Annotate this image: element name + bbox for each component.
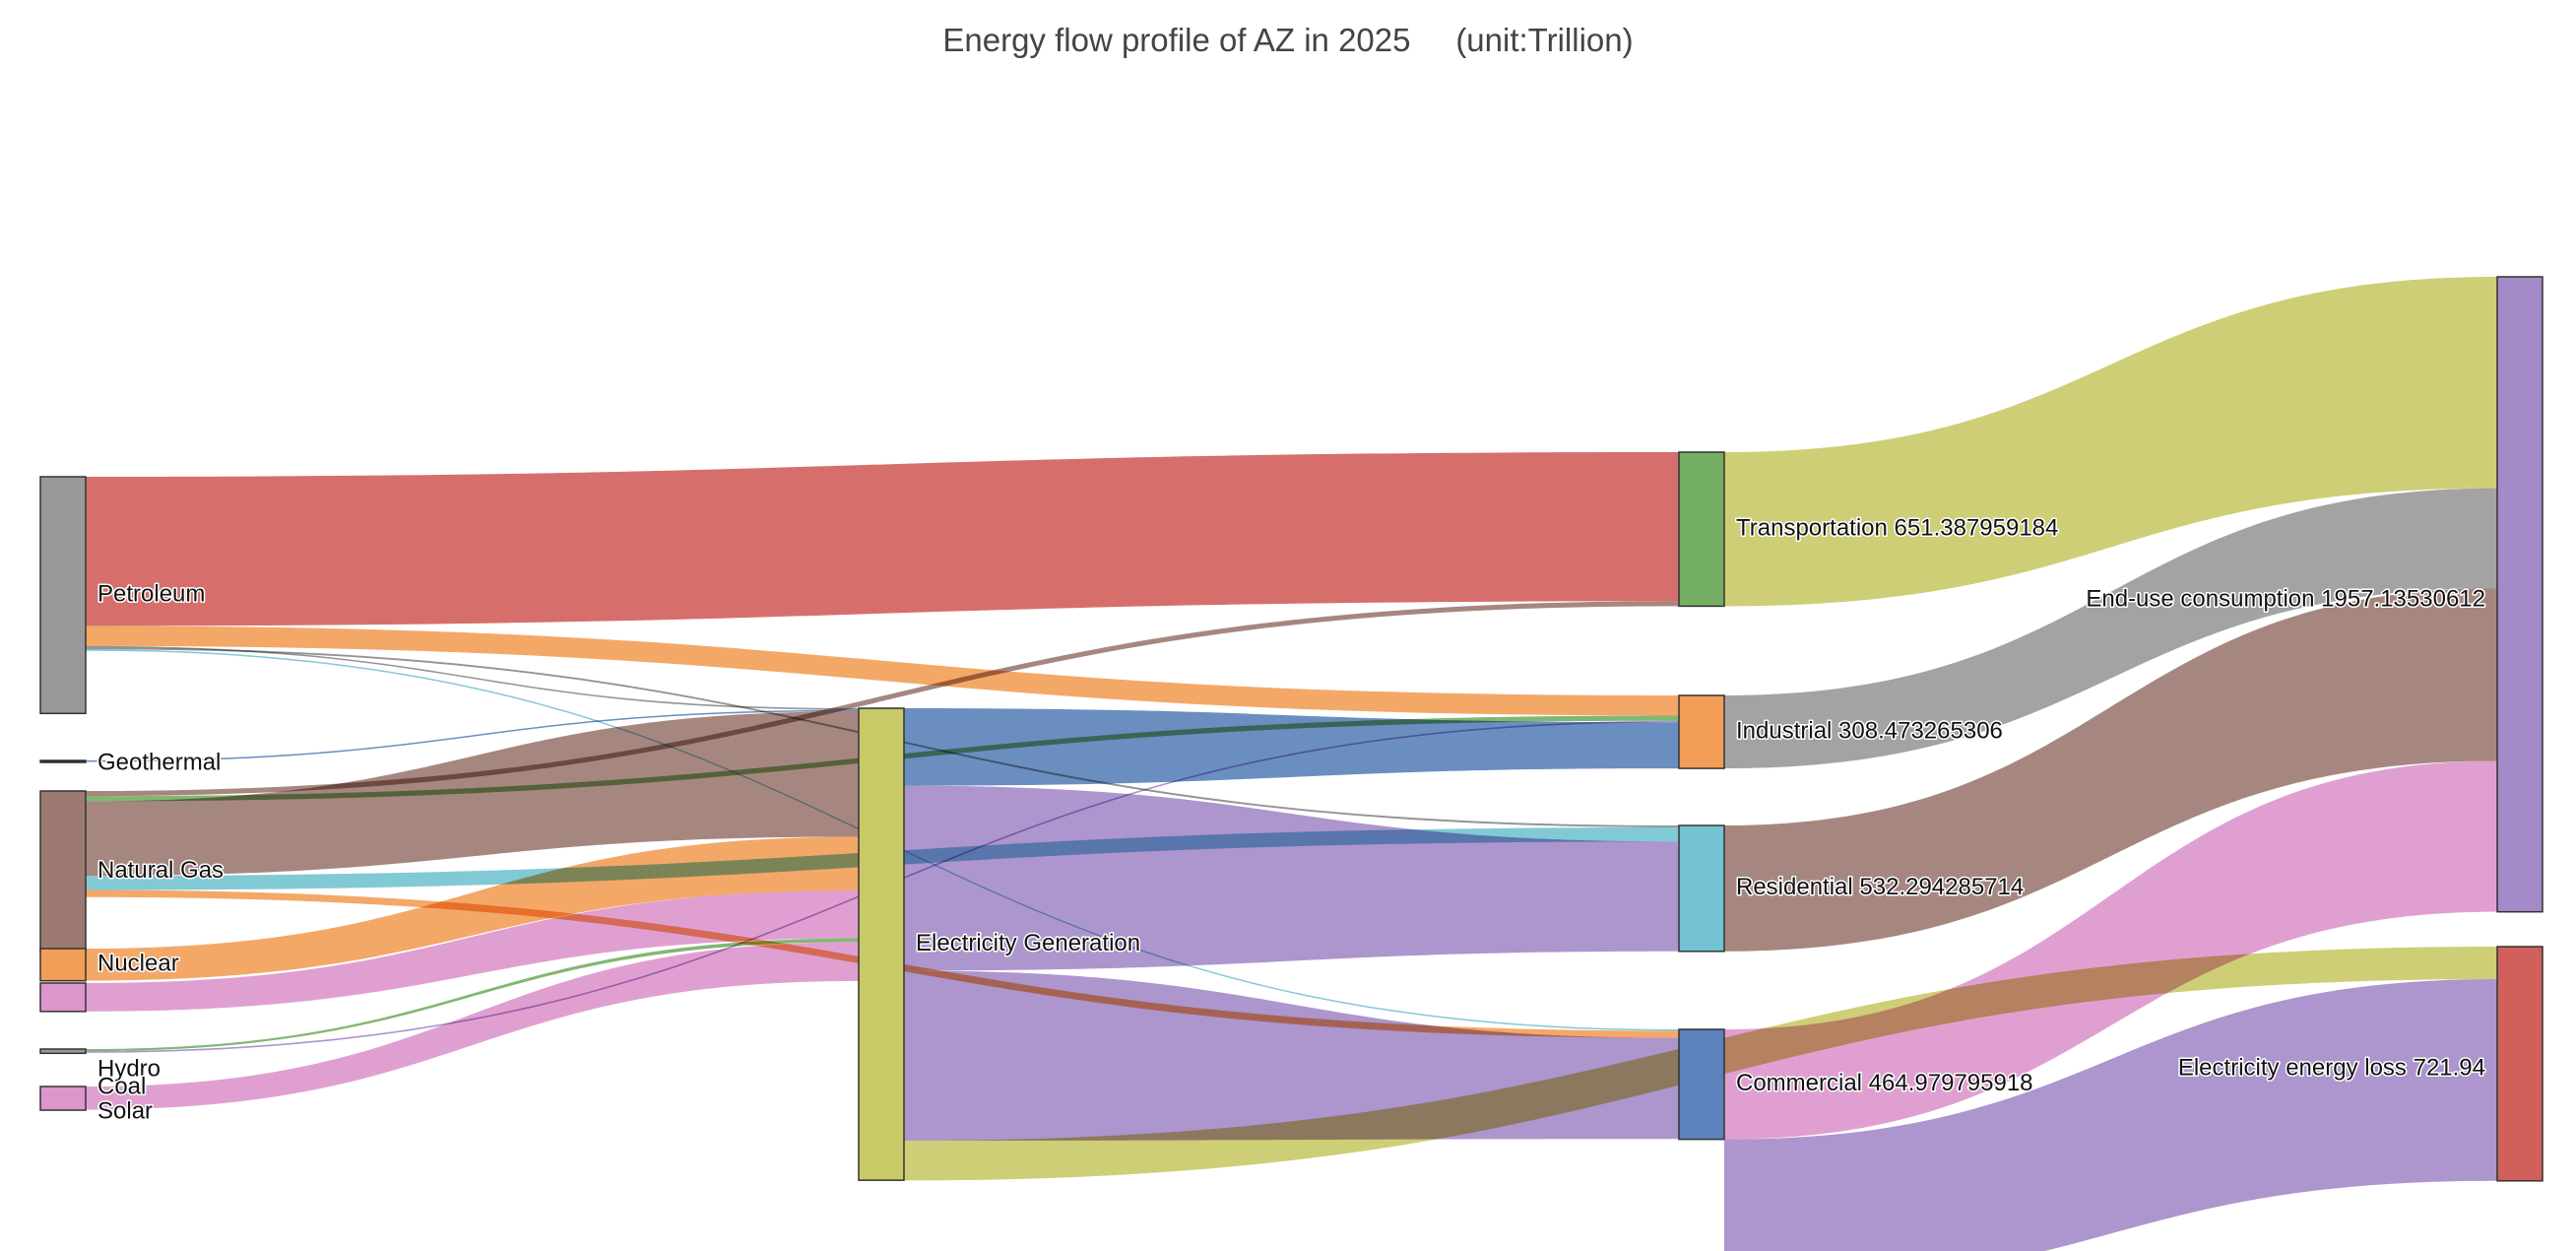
link-solar-to-elecgen[interactable] — [86, 942, 859, 1110]
node-label-petroleum: Petroleum — [97, 580, 205, 607]
node-label-nuclear: Nuclear — [97, 951, 179, 977]
node-natgas[interactable]: Natural Gas — [39, 790, 225, 954]
node-commercial[interactable]: Commercial 464.979795918 — [1678, 1028, 2034, 1141]
link-industrial-to-enduse[interactable] — [1724, 488, 2497, 769]
link-coal-to-elecgen[interactable] — [86, 938, 859, 1052]
node-label-loss: Electricity energy loss 721.94 — [2178, 1054, 2485, 1081]
node-transport[interactable]: Transportation 651.387959184 — [1678, 451, 2060, 608]
link-natgas-to-transport[interactable] — [86, 601, 1679, 797]
node-hydro[interactable]: Hydro — [39, 982, 162, 1084]
node-bar-loss[interactable] — [2496, 946, 2544, 1182]
node-bar-enduse[interactable] — [2496, 276, 2544, 913]
link-transport-to-enduse[interactable] — [1724, 277, 2497, 607]
node-petroleum[interactable]: Petroleum — [39, 476, 207, 715]
node-label-elecgen: Electricity Generation — [916, 930, 1140, 956]
node-bar-residential[interactable] — [1678, 824, 1725, 953]
node-label-industrial: Industrial 308.473265306 — [1736, 717, 2003, 744]
link-geothermal-to-elecgen[interactable] — [86, 709, 859, 762]
link-commercial-to-enduse[interactable] — [1724, 760, 2497, 1140]
link-hydro-to-elecgen[interactable] — [86, 890, 859, 1012]
link-commercial-to-loss[interactable] — [1724, 978, 2497, 1251]
link-petroleum-to-elecgen[interactable] — [86, 645, 859, 710]
node-bar-hydro[interactable] — [39, 982, 87, 1013]
link-elecgen-to-industrial[interactable] — [904, 708, 1679, 786]
node-bar-nuclear[interactable] — [39, 948, 87, 982]
link-petroleum-to-transport[interactable] — [86, 452, 1679, 626]
node-coal[interactable]: Coal — [39, 1048, 148, 1101]
link-petroleum-to-industrial[interactable] — [86, 626, 1679, 716]
link-nuclear-to-elecgen[interactable] — [86, 836, 859, 981]
node-label-hydro: Hydro — [97, 1055, 161, 1082]
node-bar-solar[interactable] — [39, 1086, 87, 1111]
node-bar-natgas[interactable] — [39, 790, 87, 954]
node-bar-geothermal[interactable] — [39, 759, 87, 763]
node-bar-industrial[interactable] — [1678, 694, 1725, 769]
node-bar-commercial[interactable] — [1678, 1028, 1725, 1141]
link-natgas-to-elecgen[interactable] — [86, 711, 859, 877]
node-label-residential: Residential 532.294285714 — [1736, 874, 2024, 900]
chart-title: Energy flow profile of AZ in 2025 (unit:… — [942, 22, 1634, 58]
node-solar[interactable]: Solar — [39, 1086, 155, 1126]
node-bar-elecgen[interactable] — [858, 707, 905, 1181]
node-label-commercial: Commercial 464.979795918 — [1736, 1070, 2033, 1096]
node-bar-transport[interactable] — [1678, 451, 1725, 608]
sankey-nodes: Petroleum Geothermal Natural Gas Nuclear Hyd… — [39, 276, 2544, 1182]
node-bar-petroleum[interactable] — [39, 476, 87, 715]
node-label-natgas: Natural Gas — [97, 857, 224, 884]
node-label-enduse: End-use consumption 1957.13530612 — [2086, 585, 2485, 612]
node-enduse[interactable]: End-use consumption 1957.13530612 — [2085, 276, 2544, 913]
link-residential-to-enduse[interactable] — [1724, 588, 2497, 952]
node-industrial[interactable]: Industrial 308.473265306 — [1678, 694, 2004, 769]
node-geothermal[interactable]: Geothermal — [39, 748, 223, 777]
node-label-coal: Coal — [97, 1073, 146, 1099]
node-nuclear[interactable]: Nuclear — [39, 948, 180, 982]
link-elecgen-to-residential[interactable] — [904, 785, 1679, 971]
node-bar-coal[interactable] — [39, 1048, 87, 1055]
node-residential[interactable]: Residential 532.294285714 — [1678, 824, 2026, 953]
node-loss[interactable]: Electricity energy loss 721.94 — [2176, 946, 2544, 1182]
node-label-geothermal: Geothermal — [97, 749, 221, 775]
node-elecgen[interactable]: Electricity Generation — [858, 707, 1142, 1181]
node-label-solar: Solar — [97, 1097, 153, 1124]
link-elecgen-to-commercial[interactable] — [904, 970, 1679, 1141]
node-label-transport: Transportation 651.387959184 — [1736, 515, 2058, 542]
sankey-links — [86, 277, 2497, 1251]
